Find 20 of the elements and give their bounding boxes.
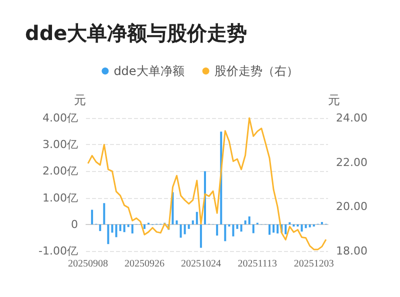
x-tick-label: 20251024: [180, 258, 221, 270]
y-tick-label: 2.00亿: [42, 164, 78, 178]
y-tick-label: 4.00亿: [42, 112, 78, 124]
y2-tick-label: 24.00: [336, 112, 368, 124]
y-tick-label: 3.00亿: [42, 138, 78, 152]
y2-tick-label: 20.00: [336, 200, 368, 214]
y-tick-label: 0: [71, 218, 78, 231]
chart-title: dde大单净额与股价走势: [25, 21, 248, 45]
x-tick-label: 20250908: [68, 258, 108, 270]
x-tick-label: 20251113: [238, 258, 278, 270]
legend-label: dde大单净额: [114, 64, 184, 78]
y-tick-label: 1.00亿: [42, 191, 78, 204]
y-tick-label: -1.00亿: [38, 244, 78, 258]
y-axis-title: 元: [74, 93, 86, 107]
x-tick-label: 20250926: [124, 258, 164, 270]
legend-label: 股价走势（右）: [214, 64, 298, 78]
y2-tick-label: 22.00: [336, 156, 368, 169]
y2-tick-label: 18.00: [336, 244, 368, 258]
x-tick-label: 20251203: [294, 258, 334, 270]
y2-axis-title: 元: [328, 93, 340, 107]
